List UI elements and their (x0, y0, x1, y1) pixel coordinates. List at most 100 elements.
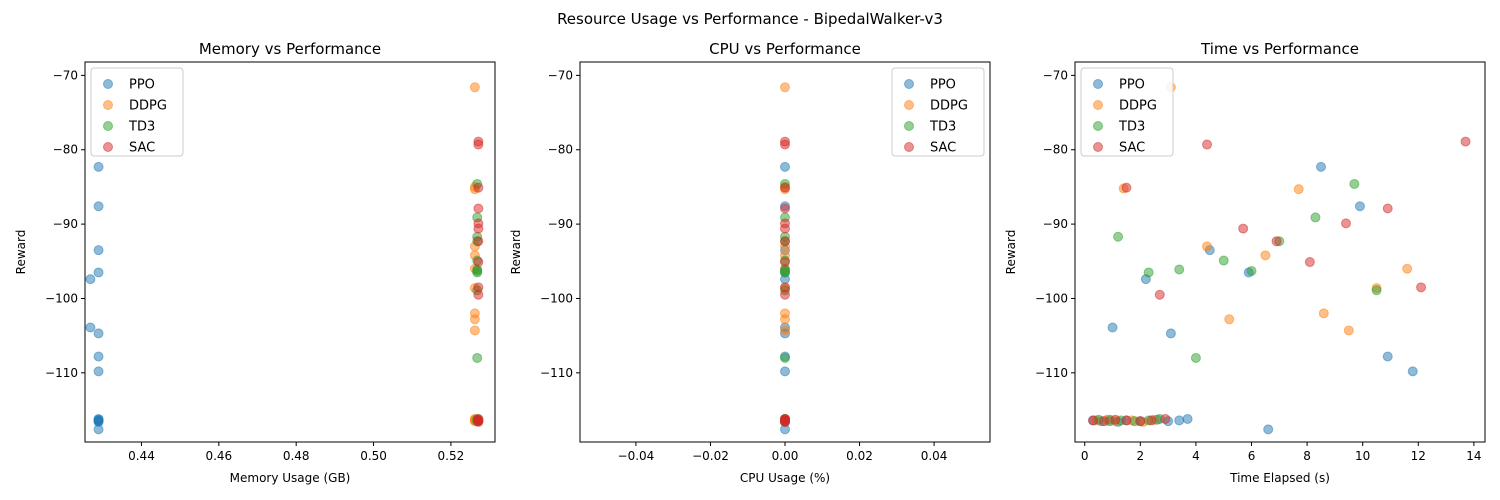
x-tick-label: 8 (1303, 449, 1311, 463)
point-td3 (1349, 178, 1360, 189)
point-ddpg (1402, 263, 1413, 274)
point-sac (1160, 413, 1171, 424)
y-tick-label: −110 (540, 366, 573, 380)
point-ddpg (469, 314, 480, 325)
y-tick-label: −70 (1043, 68, 1068, 82)
y-axis-label: Reward (509, 230, 523, 275)
y-tick-label: −100 (1035, 291, 1068, 305)
point-sac (473, 203, 484, 214)
y-tick-label: −100 (45, 291, 78, 305)
legend-marker-sac (103, 142, 113, 152)
point-ppo (93, 424, 104, 435)
point-sac (780, 223, 790, 234)
y-tick-label: −110 (1035, 366, 1068, 380)
point-ppo (93, 201, 104, 212)
point-ppo (1407, 366, 1418, 377)
point-ppo (85, 322, 96, 333)
x-tick-label: −0.04 (618, 449, 655, 463)
point-ppo (1354, 201, 1365, 212)
point-sac (1154, 289, 1165, 300)
legend-label-ddpg: DDPG (129, 99, 167, 114)
legend-label-sac: SAC (129, 141, 155, 156)
legend-label-sac: SAC (1119, 141, 1145, 156)
x-tick-label: 4 (1192, 449, 1200, 463)
point-ppo (1382, 351, 1393, 362)
x-tick-label: 0.02 (846, 449, 873, 463)
subplots: Memory vs Performance 0.44 0.46 0.48 0.50 0.5… (14, 40, 1486, 485)
x-tick-label: 10 (1355, 449, 1370, 463)
point-sac (1088, 415, 1099, 426)
point-td3 (1190, 352, 1201, 363)
y-tick-label: −90 (1043, 217, 1068, 231)
x-axis-label: Time Elapsed (s) (1229, 471, 1330, 485)
legend-box (90, 67, 184, 157)
y-tick-label: −80 (548, 143, 573, 157)
legend-label-ddpg: DDPG (1119, 99, 1157, 114)
x-tick-label: −0.02 (692, 449, 729, 463)
x-tick-label: 6 (1248, 449, 1256, 463)
point-ppo (93, 267, 104, 278)
y-tick-label: −100 (540, 291, 573, 305)
point-sac (473, 236, 484, 247)
y-axis-label: Reward (1004, 230, 1018, 275)
point-ddpg (780, 82, 790, 93)
y-axis-label: Reward (14, 230, 28, 275)
legend-marker-ddpg (103, 100, 113, 110)
point-ppo (93, 161, 104, 172)
point-sac (1460, 136, 1471, 147)
x-tick-label: 12 (1411, 449, 1426, 463)
point-ppo (85, 274, 96, 285)
point-ddpg (1293, 184, 1304, 195)
figure-suptitle: Resource Usage vs Performance - BipedalW… (557, 10, 943, 28)
legend-marker-sac (1093, 142, 1103, 152)
point-ppo (93, 245, 104, 256)
subplot-cpu-vs-performance: CPU vs Performance −0.04 −0.02 0.00 0.02 0.04… (509, 40, 991, 485)
point-ppo (780, 161, 790, 172)
legend: PPO DDPG TD3 SAC (90, 67, 184, 157)
subplot-memory-vs-performance: Memory vs Performance 0.44 0.46 0.48 0.50 0.5… (14, 40, 496, 485)
legend-label-td3: TD3 (1118, 120, 1145, 135)
point-ddpg (780, 314, 790, 325)
y-tick-label: −90 (548, 217, 573, 231)
point-ppo (93, 366, 104, 377)
subplot-title: Time vs Performance (1200, 40, 1359, 58)
axes-frame (1074, 61, 1486, 443)
point-ddpg (1202, 241, 1213, 252)
x-tick-label: 0.52 (438, 449, 465, 463)
point-sac (1099, 416, 1110, 427)
x-tick-label: 2 (1137, 449, 1145, 463)
point-sac (1341, 218, 1352, 229)
y-tick-label: −110 (45, 366, 78, 380)
legend-box (1080, 67, 1174, 157)
point-td3 (1113, 231, 1124, 242)
point-ddpg (780, 325, 790, 336)
point-ppo (93, 328, 104, 339)
point-sac (1202, 139, 1213, 150)
point-sac (473, 182, 484, 193)
point-td3 (1143, 267, 1154, 278)
point-sac (1110, 414, 1121, 425)
point-sac (473, 257, 484, 268)
legend: PPO DDPG TD3 SAC (1080, 67, 1174, 157)
point-sac (1416, 282, 1427, 293)
point-sac (1304, 257, 1315, 268)
legend-label-sac: SAC (930, 141, 956, 156)
point-sac (1382, 203, 1393, 214)
point-td3 (1246, 265, 1257, 276)
x-tick-label: 0.00 (772, 449, 799, 463)
point-td3 (472, 352, 483, 363)
y-tick-label: −80 (1043, 143, 1068, 157)
subplot-title: CPU vs Performance (709, 40, 861, 58)
x-axis-label: CPU Usage (%) (740, 471, 830, 485)
legend-label-ddpg: DDPG (930, 99, 968, 114)
point-ppo (1165, 328, 1176, 339)
axes-frame (84, 61, 496, 443)
point-ppo (1174, 415, 1185, 426)
x-tick-label: 0.46 (205, 449, 232, 463)
point-sac (1121, 182, 1132, 193)
point-td3 (780, 267, 790, 278)
legend-marker-sac (904, 142, 914, 152)
plot-points (1088, 82, 1471, 435)
subplot-time-vs-performance: Time vs Performance 0 2 4 6 8 10 12 14 −110 −100 −9… (1004, 40, 1486, 485)
